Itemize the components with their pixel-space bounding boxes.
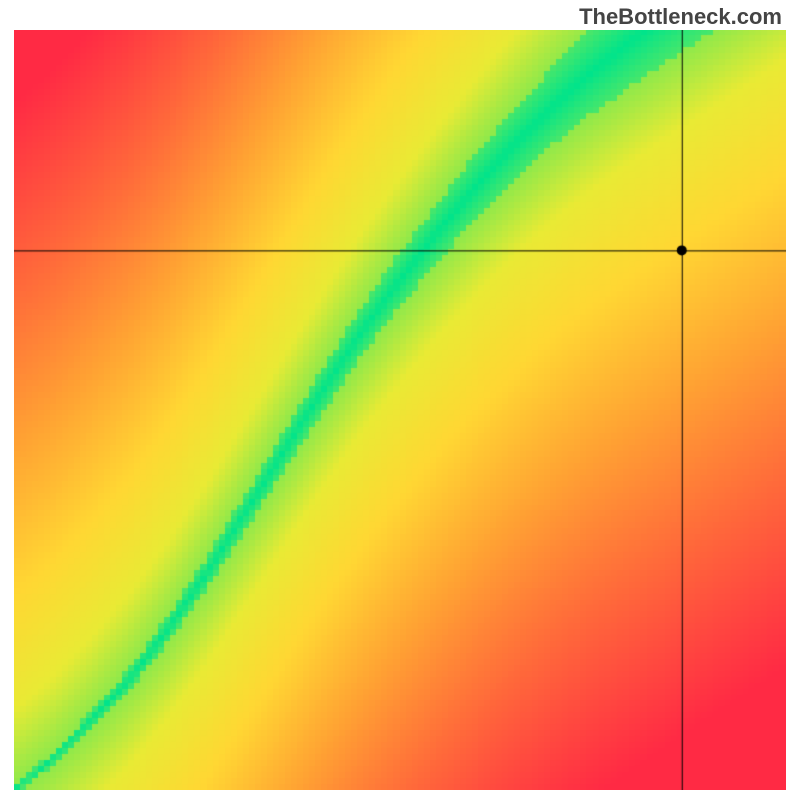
- bottleneck-heatmap: [14, 30, 786, 790]
- watermark-text: TheBottleneck.com: [579, 4, 782, 30]
